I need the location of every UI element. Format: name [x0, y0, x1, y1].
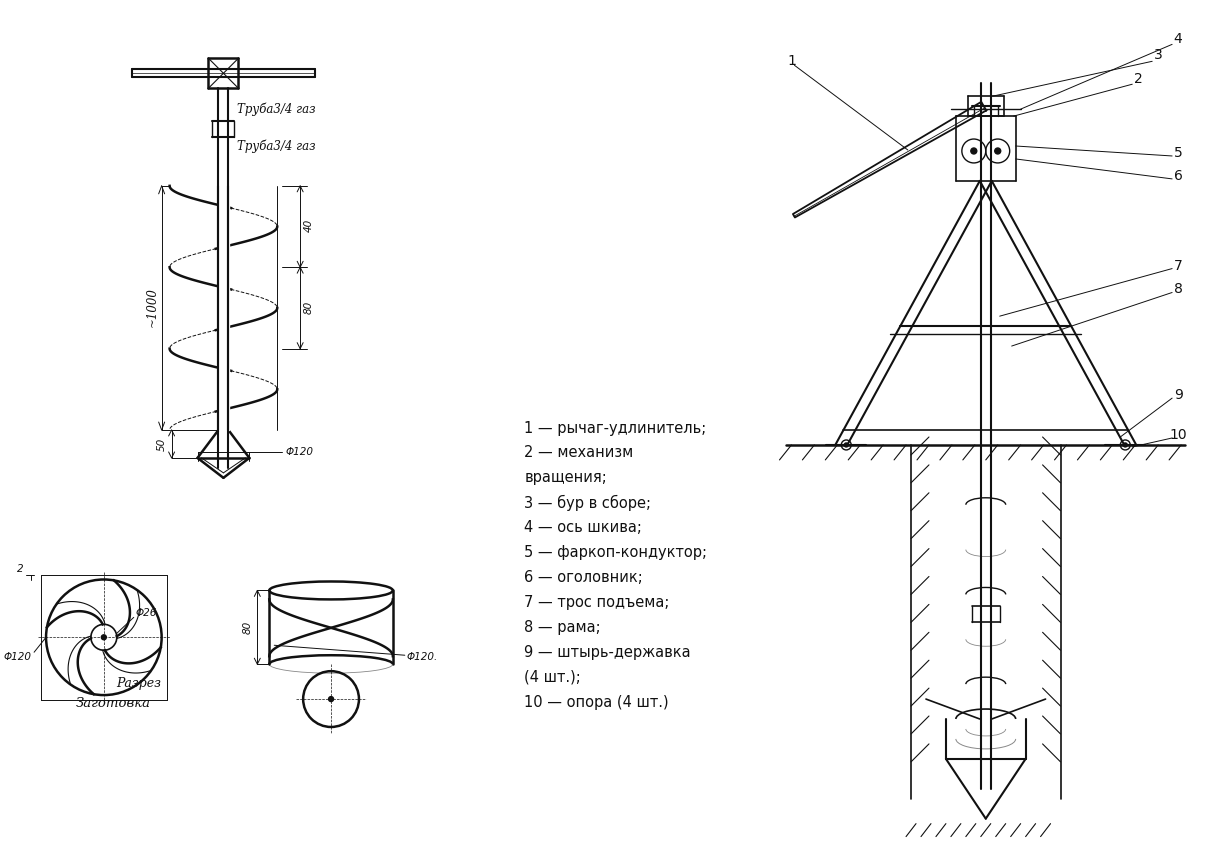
Text: Φ120: Φ120	[4, 652, 31, 662]
Text: 9 — штырь-державка: 9 — штырь-державка	[525, 644, 691, 660]
Text: 50: 50	[157, 437, 166, 450]
Text: 6: 6	[1173, 169, 1183, 183]
Circle shape	[971, 148, 977, 154]
Text: 80: 80	[242, 621, 252, 634]
Text: 80: 80	[304, 301, 314, 314]
Text: Труба3/4 газ: Труба3/4 газ	[238, 139, 316, 152]
Text: Φ26: Φ26	[136, 609, 157, 618]
Text: 4: 4	[1173, 32, 1182, 47]
Text: вращения;: вращения;	[525, 470, 607, 485]
Text: 2: 2	[1134, 72, 1142, 87]
Text: 1 — рычаг-удлинитель;: 1 — рычаг-удлинитель;	[525, 421, 707, 436]
Text: Заготовка: Заготовка	[76, 696, 151, 709]
Text: Φ120.: Φ120.	[406, 652, 438, 662]
Text: 1: 1	[788, 55, 796, 68]
Text: 3 — бур в сборе;: 3 — бур в сборе;	[525, 494, 651, 511]
Text: 10: 10	[1170, 428, 1187, 442]
Text: 2: 2	[17, 564, 23, 573]
Text: 2 — механизм: 2 — механизм	[525, 445, 633, 461]
Text: 10 — опора (4 шт.): 10 — опора (4 шт.)	[525, 695, 669, 709]
Text: 4 — ось шкива;: 4 — ось шкива;	[525, 520, 643, 535]
Text: 5 — фаркоп-кондуктор;: 5 — фаркоп-кондуктор;	[525, 545, 708, 560]
Bar	[218, 186, 229, 430]
Text: 40: 40	[304, 219, 314, 232]
Circle shape	[1123, 443, 1128, 447]
Text: Труба3/4 газ: Труба3/4 газ	[238, 102, 316, 116]
Text: (4 шт.);: (4 шт.);	[525, 669, 581, 685]
Text: 5: 5	[1173, 146, 1182, 160]
Text: 6 — оголовник;: 6 — оголовник;	[525, 570, 643, 585]
Text: 7: 7	[1173, 259, 1182, 273]
Text: ~1000: ~1000	[146, 288, 159, 327]
Circle shape	[101, 635, 106, 640]
Text: 7 — трос подъема;: 7 — трос подъема;	[525, 595, 669, 610]
Circle shape	[995, 148, 1001, 154]
Text: Разрез: Разрез	[116, 676, 160, 689]
Text: 8 — рама;: 8 — рама;	[525, 620, 601, 635]
Circle shape	[328, 696, 334, 701]
Text: 9: 9	[1173, 388, 1183, 402]
Text: 8: 8	[1173, 281, 1183, 295]
Text: 3: 3	[1154, 48, 1163, 62]
Circle shape	[844, 443, 848, 447]
Text: Φ120: Φ120	[285, 447, 314, 457]
